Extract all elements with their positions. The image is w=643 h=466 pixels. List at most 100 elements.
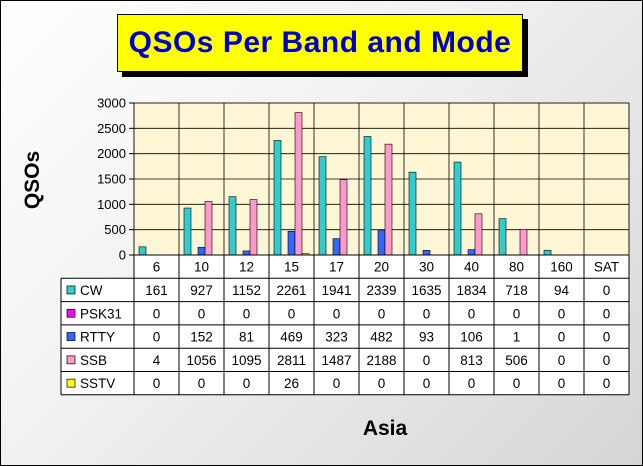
bar <box>138 246 147 256</box>
data-label: 0 <box>468 306 476 321</box>
bar <box>249 199 258 256</box>
y-tick-label: 500 <box>104 222 126 237</box>
data-label: 0 <box>603 283 611 298</box>
bar <box>363 136 372 256</box>
legend-key <box>66 308 76 318</box>
x-tick-label: 17 <box>329 260 344 275</box>
y-tick-label: 2500 <box>97 121 126 136</box>
data-label: 1834 <box>456 283 487 298</box>
x-tick-label: 80 <box>509 260 524 275</box>
data-label: 0 <box>558 376 566 391</box>
bar <box>183 207 192 256</box>
bar <box>204 201 213 256</box>
series-name: SSTV <box>80 376 115 391</box>
data-label: 1056 <box>186 353 216 368</box>
data-label: 0 <box>558 353 566 368</box>
data-label: 1635 <box>411 283 441 298</box>
data-label: 0 <box>153 330 161 345</box>
data-label: 0 <box>378 376 386 391</box>
data-label: 0 <box>423 353 431 368</box>
table-header-bg <box>134 255 629 279</box>
x-tick-label: 40 <box>464 260 479 275</box>
data-label: 506 <box>505 353 528 368</box>
data-label: 323 <box>325 330 348 345</box>
legend-key <box>66 355 76 365</box>
y-tick-label: 3000 <box>97 96 126 111</box>
data-label: 1487 <box>321 353 351 368</box>
data-label: 0 <box>558 330 566 345</box>
y-tick-label: 0 <box>119 248 126 263</box>
data-label: 1152 <box>232 283 261 298</box>
bar <box>384 143 393 256</box>
data-label: 152 <box>190 330 213 345</box>
series-name: CW <box>80 283 103 298</box>
chart-title: QSOs Per Band and Mode <box>128 26 512 59</box>
bar <box>318 156 327 256</box>
data-label: 0 <box>468 376 476 391</box>
data-label: 927 <box>190 283 213 298</box>
x-tick-label: 10 <box>194 260 209 275</box>
data-label: 0 <box>513 306 521 321</box>
data-label: 2339 <box>366 283 396 298</box>
data-label: 813 <box>460 353 483 368</box>
x-axis-label: Asia <box>362 417 408 440</box>
series-name: SSB <box>80 353 107 368</box>
bar <box>519 229 528 256</box>
data-label: 1095 <box>231 353 261 368</box>
data-label: 0 <box>243 306 251 321</box>
x-tick-label: 6 <box>153 260 161 275</box>
x-tick-label: 15 <box>284 260 299 275</box>
data-label: 1941 <box>321 283 351 298</box>
bar <box>422 249 431 256</box>
bar <box>228 196 237 256</box>
x-tick-label: SAT <box>594 260 619 275</box>
bar <box>197 246 206 256</box>
data-label: 0 <box>603 330 611 345</box>
table-body-bg <box>61 278 629 395</box>
x-tick-label: 30 <box>419 260 434 275</box>
legend-key <box>66 285 76 295</box>
data-label: 0 <box>378 306 386 321</box>
bar <box>474 213 483 256</box>
bar <box>242 250 251 256</box>
x-tick-label: 12 <box>239 260 254 275</box>
data-label: 0 <box>558 306 566 321</box>
data-label: 161 <box>145 283 168 298</box>
data-label: 482 <box>370 330 393 345</box>
data-label: 0 <box>603 353 611 368</box>
data-label: 0 <box>153 306 161 321</box>
data-label: 1 <box>513 330 521 345</box>
y-tick-label: 1500 <box>97 172 126 187</box>
data-label: 0 <box>288 306 296 321</box>
data-label: 4 <box>153 353 161 368</box>
data-label: 94 <box>554 283 570 298</box>
bar <box>377 230 386 256</box>
y-tick-label: 2000 <box>97 146 126 161</box>
data-label: 106 <box>460 330 483 345</box>
data-label: 0 <box>423 306 431 321</box>
bar <box>294 112 303 256</box>
bar <box>339 179 348 256</box>
bar <box>543 249 552 256</box>
data-label: 26 <box>284 376 299 391</box>
data-label: 469 <box>280 330 303 345</box>
bar <box>467 249 476 256</box>
series-name: PSK31 <box>80 306 122 321</box>
data-label: 0 <box>603 306 611 321</box>
series-name: RTTY <box>80 330 115 345</box>
bar <box>273 140 282 256</box>
bar <box>287 230 296 256</box>
data-label: 0 <box>513 376 521 391</box>
data-label: 2188 <box>366 353 396 368</box>
data-label: 93 <box>419 330 434 345</box>
bar <box>332 238 341 256</box>
data-label: 718 <box>505 283 528 298</box>
chart-title-box: QSOs Per Band and Mode <box>117 14 523 72</box>
data-label: 0 <box>153 376 161 391</box>
data-label: 81 <box>239 330 254 345</box>
data-label: 0 <box>333 306 341 321</box>
y-tick-label: 1000 <box>97 197 126 212</box>
legend-key <box>66 378 76 388</box>
data-label: 0 <box>333 376 341 391</box>
